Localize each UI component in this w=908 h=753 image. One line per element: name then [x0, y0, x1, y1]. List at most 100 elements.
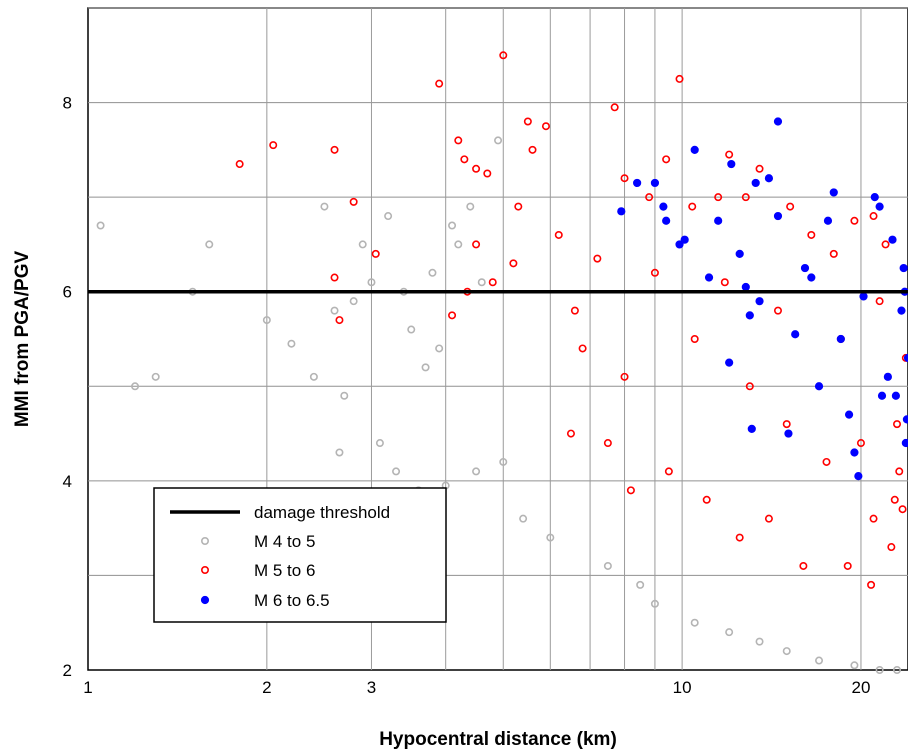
data-point [782, 420, 791, 429]
data-point [610, 103, 619, 112]
data-point [800, 263, 810, 273]
data-point [869, 212, 878, 221]
data-point [407, 325, 416, 334]
data-point [349, 297, 358, 306]
data-point [751, 178, 760, 188]
data-point [603, 439, 612, 448]
data-point [901, 438, 908, 448]
data-point [664, 467, 673, 476]
data-point [807, 230, 816, 239]
data-point [662, 155, 671, 164]
data-point [330, 273, 339, 282]
data-point [371, 249, 380, 258]
data-point [890, 495, 899, 504]
x-tick-label: 3 [367, 678, 376, 697]
data-point [330, 145, 339, 154]
data-point [384, 212, 393, 221]
series-1 [96, 136, 902, 674]
data-point [554, 230, 563, 239]
data-point [650, 178, 660, 188]
data-point [603, 561, 612, 570]
data-point [741, 282, 750, 292]
series-2 [235, 51, 908, 589]
data-point [330, 306, 339, 315]
data-point [680, 235, 689, 244]
data-point [854, 472, 863, 481]
data-point [392, 467, 401, 476]
data-point [735, 533, 744, 542]
data-point [893, 665, 902, 674]
data-point [747, 424, 756, 433]
data-point [519, 514, 528, 523]
data-point [859, 292, 868, 301]
data-point [875, 665, 884, 674]
data-point [675, 240, 684, 249]
data-point [335, 316, 344, 325]
data-point [541, 122, 550, 131]
data-point [745, 311, 754, 320]
data-point [829, 249, 838, 258]
data-point [499, 51, 508, 60]
data-point [836, 334, 845, 344]
data-point [375, 439, 384, 448]
data-point [593, 254, 602, 263]
data-point [843, 561, 852, 570]
data-point [472, 240, 481, 249]
data-point [620, 174, 629, 183]
data-point [895, 467, 904, 476]
data-point [704, 273, 714, 282]
data-point [287, 339, 296, 348]
data-point [714, 193, 723, 202]
data-point [690, 618, 699, 627]
data-point [662, 216, 671, 225]
x-tick-label: 10 [673, 678, 692, 697]
data-point [448, 221, 457, 230]
series-3 [617, 117, 908, 481]
legend-marker [201, 536, 210, 545]
data-point [578, 344, 587, 353]
data-point [888, 235, 897, 244]
data-point [850, 448, 859, 457]
data-point [269, 141, 278, 150]
data-point [883, 372, 892, 381]
data-point [335, 448, 344, 457]
data-point [633, 178, 642, 188]
data-point [773, 117, 783, 126]
data-point [320, 202, 329, 211]
data-point [659, 202, 668, 211]
data-point [870, 193, 879, 202]
legend: damage threshold M 4 to 5 M 5 to 6 M 6 to 6… [153, 487, 447, 623]
data-point [367, 278, 376, 287]
data-point [897, 306, 906, 315]
data-point [893, 420, 902, 429]
y-tick-label: 2 [63, 661, 72, 680]
data-point [902, 415, 908, 424]
data-point [477, 278, 486, 287]
data-point [454, 240, 463, 249]
data-point [650, 268, 659, 277]
data-point [755, 297, 764, 306]
data-point [454, 136, 463, 145]
data-point [675, 74, 684, 83]
data-point [340, 391, 349, 400]
data-point [617, 207, 626, 216]
y-axis-title: MMI from PGA/PGV [12, 251, 33, 428]
data-point [448, 311, 457, 320]
data-point [903, 353, 908, 363]
data-point [570, 306, 579, 315]
data-point [262, 316, 271, 325]
data-point [782, 647, 791, 656]
data-point [735, 249, 744, 258]
legend-label: damage threshold [254, 503, 390, 522]
data-point [472, 164, 481, 173]
legend-label: M 6 to 6.5 [254, 591, 330, 610]
x-tick-label: 2 [262, 678, 271, 697]
data-point [499, 457, 508, 466]
data-point [151, 372, 160, 381]
data-points-layer [96, 51, 908, 674]
data-point [636, 580, 645, 589]
data-point [720, 278, 729, 287]
data-point [435, 79, 444, 88]
